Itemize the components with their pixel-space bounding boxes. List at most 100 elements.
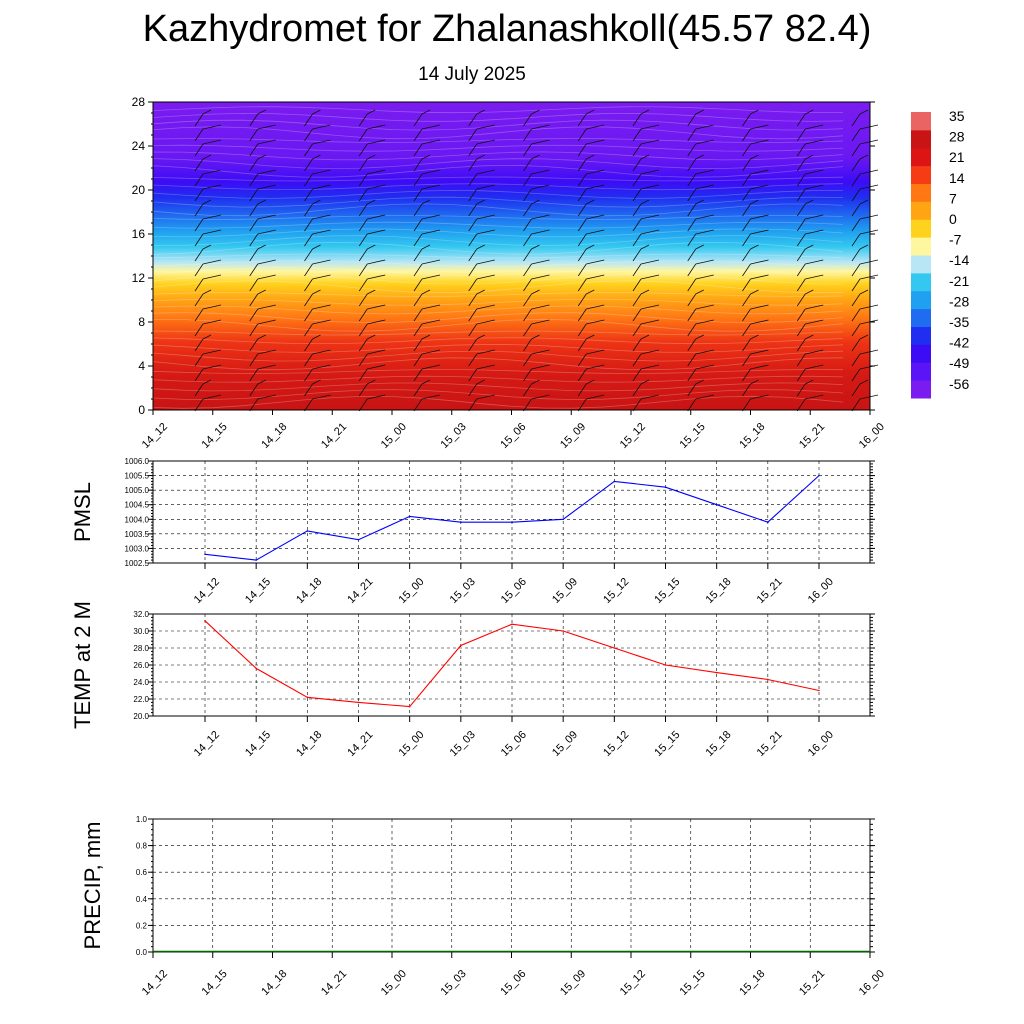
wind-barb	[577, 139, 605, 157]
wind-barb	[796, 244, 814, 262]
temp2m-panel: 20.0 22.0 24.0 26.0 28.0 30.0 32.0 14_12 14_15 14…	[70, 601, 875, 759]
wind-barb	[742, 244, 759, 262]
y-axis-label: PMSL	[70, 482, 95, 542]
wind-barb	[413, 124, 441, 142]
data-point	[460, 521, 462, 523]
wind-barb	[194, 319, 222, 337]
x-tick-label: 15_21	[797, 421, 827, 451]
wind-barb	[851, 109, 869, 127]
wind-barb	[358, 169, 386, 187]
x-tick-label: 15_09	[558, 421, 588, 451]
wind-barb	[523, 379, 540, 397]
wind-barb	[851, 199, 869, 217]
contour-line	[152, 375, 844, 383]
y-tick-label: 16	[132, 227, 146, 241]
y-tick-label: 0.4	[136, 895, 148, 904]
x-tick-label: 15_09	[550, 729, 580, 759]
contour-line	[152, 292, 844, 297]
wind-barb	[687, 289, 704, 307]
temperature-wind-panel: 0 4 8 12 16 20 24 28 14_12 14_15 14_18 14_21 15_00 15…	[132, 95, 887, 451]
x-tick-label: 15_09	[550, 576, 580, 606]
wind-barb	[304, 124, 331, 142]
wind-barb	[742, 259, 769, 277]
x-tick-label: 14_12	[140, 968, 170, 998]
wind-barb	[577, 169, 605, 187]
wind-barb	[304, 109, 321, 127]
wind-barb	[358, 214, 386, 232]
wind-barb	[796, 274, 824, 292]
colorbar-label: -49	[949, 355, 969, 371]
data-point	[255, 667, 257, 670]
wind-barb	[304, 259, 331, 277]
wind-barb	[742, 229, 769, 247]
pmsl-panel: 1002.5 1003.0 1003.5 1004.0 1004.5 1005.0 1005…	[70, 457, 875, 606]
wind-barb	[468, 379, 485, 397]
wind-barb	[796, 319, 824, 337]
contour-line	[152, 196, 844, 208]
x-tick-label: 15_00	[396, 576, 426, 606]
wind-barb	[796, 214, 824, 232]
wind-barb	[632, 139, 660, 157]
colorbar-swatch	[911, 272, 931, 292]
wind-barb	[577, 289, 595, 307]
x-tick-label: 15_21	[755, 729, 785, 759]
wind-barb	[687, 259, 714, 277]
wind-barb	[249, 304, 276, 322]
y-tick-label: 0	[138, 403, 145, 417]
wind-barb	[742, 394, 769, 412]
wind-barb	[632, 274, 660, 292]
wind-barb	[468, 214, 495, 232]
wind-barb	[577, 379, 595, 397]
wind-barb	[468, 229, 495, 247]
wind-barb	[632, 379, 650, 397]
data-point	[408, 705, 411, 708]
data-point	[664, 664, 667, 666]
wind-barb	[577, 184, 605, 202]
x-tick-label: 14_12	[192, 576, 222, 606]
wind-barb	[687, 229, 714, 247]
wind-barb	[687, 334, 704, 352]
wind-barb	[851, 349, 879, 367]
wind-barb	[851, 169, 879, 187]
wind-barb	[468, 319, 495, 337]
x-tick-label: 16_00	[857, 421, 887, 451]
colorbar-swatch	[911, 380, 931, 399]
wind-barb	[194, 229, 222, 247]
contour-line	[152, 151, 844, 161]
wind-barb	[577, 274, 605, 292]
wind-barb	[796, 379, 814, 397]
contour-line	[152, 176, 844, 182]
wind-barb	[249, 124, 276, 142]
contour-line	[152, 266, 844, 276]
y-tick-label: 1006.0	[125, 457, 150, 466]
colorbar-swatch	[911, 201, 931, 220]
wind-barb	[632, 214, 660, 232]
data-point	[613, 647, 616, 649]
wind-barb	[523, 244, 540, 262]
wind-barb	[577, 319, 605, 337]
x-tick-label: 15_00	[379, 421, 409, 451]
data-point	[767, 521, 769, 523]
wind-barb	[468, 154, 485, 172]
x-tick-label: 14_15	[200, 421, 230, 451]
wind-barb	[796, 349, 824, 367]
wind-barb	[304, 289, 321, 307]
wind-barb	[632, 169, 660, 187]
colorbar-swatch	[911, 237, 931, 256]
wind-barb	[523, 304, 550, 322]
wind-barb	[194, 394, 222, 412]
x-tick-label: 15_12	[601, 576, 631, 606]
wind-barb	[687, 109, 704, 127]
wind-barb	[851, 319, 879, 337]
wind-barb	[249, 349, 276, 367]
x-tick-label: 15_03	[439, 421, 469, 451]
contour-line	[152, 241, 844, 255]
colorbar-label: 14	[949, 170, 965, 186]
wind-barb	[742, 124, 769, 142]
colorbar-swatch	[911, 219, 931, 238]
wind-barb	[304, 169, 331, 187]
contour-line	[152, 158, 844, 170]
y-tick-label: 26.0	[133, 661, 149, 670]
wind-barb	[194, 184, 222, 202]
wind-barb	[742, 154, 759, 172]
